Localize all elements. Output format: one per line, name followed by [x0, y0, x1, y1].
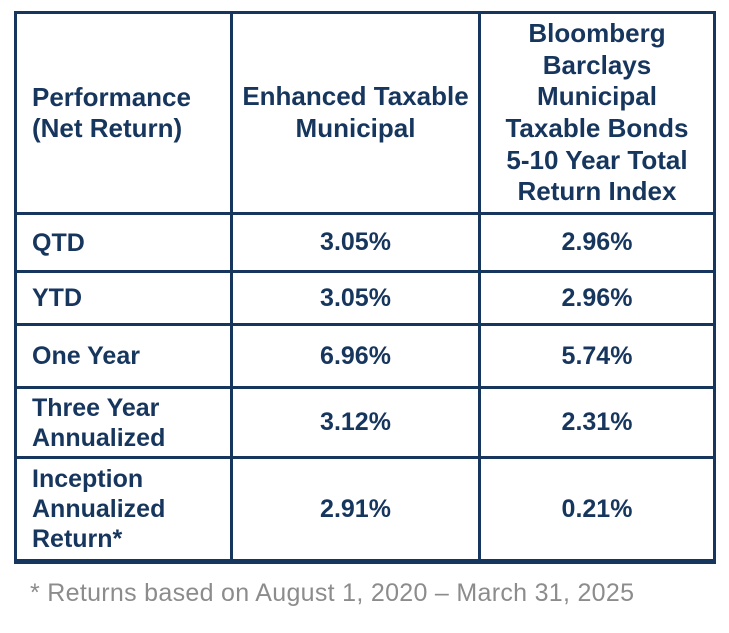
row-label-three-year-annualized: Three Year Annualized [14, 386, 233, 459]
row-label-inception-annualized-return: Inception Annualized Return* [14, 456, 233, 563]
three-year-enhanced-value: 3.12% [230, 386, 481, 459]
table-row-qtd: QTD 3.05% 2.96% [14, 212, 716, 273]
ytd-benchmark-value: 2.96% [478, 270, 716, 326]
performance-table: Performance (Net Return) Enhanced Taxabl… [14, 11, 716, 564]
row-label-one-year: One Year [14, 323, 233, 389]
table-row-ytd: YTD 3.05% 2.96% [14, 270, 716, 326]
table-row-one-year: One Year 6.96% 5.74% [14, 323, 716, 389]
qtd-enhanced-value: 3.05% [230, 212, 481, 273]
row-label-qtd: QTD [14, 212, 233, 273]
header-performance-net-return: Performance (Net Return) [14, 11, 233, 215]
table-row-three-year-annualized: Three Year Annualized 3.12% 2.31% [14, 386, 716, 459]
one-year-benchmark-value: 5.74% [478, 323, 716, 389]
table-row-inception-annualized: Inception Annualized Return* 2.91% 0.21% [14, 456, 716, 563]
one-year-enhanced-value: 6.96% [230, 323, 481, 389]
qtd-benchmark-value: 2.96% [478, 212, 716, 273]
ytd-enhanced-value: 3.05% [230, 270, 481, 326]
row-label-ytd: YTD [14, 270, 233, 326]
header-bloomberg-barclays-index: Bloomberg Barclays Municipal Taxable Bon… [478, 11, 716, 215]
three-year-benchmark-value: 2.31% [478, 386, 716, 459]
table-header-row: Performance (Net Return) Enhanced Taxabl… [14, 11, 716, 215]
inception-benchmark-value: 0.21% [478, 456, 716, 563]
footnote: * Returns based on August 1, 2020 – Marc… [30, 579, 635, 607]
header-enhanced-taxable-municipal: Enhanced Taxable Municipal [230, 11, 481, 215]
inception-enhanced-value: 2.91% [230, 456, 481, 563]
